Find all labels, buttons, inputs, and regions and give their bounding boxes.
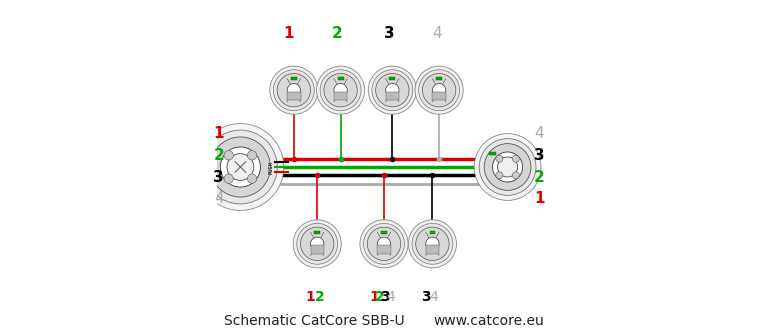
Text: 4: 4 <box>386 290 396 304</box>
Circle shape <box>474 134 541 200</box>
Circle shape <box>273 70 314 111</box>
Text: 4: 4 <box>214 191 223 206</box>
Circle shape <box>415 66 463 114</box>
Bar <box>429 231 435 234</box>
Circle shape <box>224 151 233 160</box>
Circle shape <box>363 223 405 264</box>
Text: www.catcore.eu: www.catcore.eu <box>434 314 545 328</box>
Text: 1: 1 <box>214 126 224 141</box>
Text: 3: 3 <box>214 170 224 184</box>
Circle shape <box>496 155 503 162</box>
Circle shape <box>484 144 531 190</box>
Circle shape <box>293 220 341 268</box>
Circle shape <box>498 157 518 177</box>
Circle shape <box>496 172 503 179</box>
Circle shape <box>210 137 270 197</box>
Circle shape <box>296 223 338 264</box>
Bar <box>287 92 300 100</box>
Text: 3: 3 <box>534 148 545 163</box>
Circle shape <box>224 174 233 183</box>
Bar <box>314 231 320 234</box>
Circle shape <box>334 84 347 97</box>
Bar <box>310 245 324 254</box>
Text: 2: 2 <box>315 290 325 304</box>
Circle shape <box>320 70 361 111</box>
Circle shape <box>287 84 300 97</box>
Text: 3: 3 <box>421 290 431 304</box>
Circle shape <box>376 73 409 107</box>
Bar <box>377 245 391 254</box>
Circle shape <box>197 124 284 210</box>
Bar <box>432 92 445 100</box>
Text: 4: 4 <box>535 126 544 141</box>
Circle shape <box>377 237 391 250</box>
Text: 2: 2 <box>534 170 545 184</box>
Circle shape <box>422 73 456 107</box>
Bar <box>291 77 296 80</box>
Circle shape <box>247 174 257 183</box>
Text: 1: 1 <box>369 290 379 304</box>
Circle shape <box>247 151 257 160</box>
Circle shape <box>360 220 408 268</box>
Bar <box>338 77 343 80</box>
Circle shape <box>316 66 365 114</box>
Text: 4: 4 <box>429 290 438 304</box>
Bar <box>436 77 442 80</box>
Circle shape <box>512 155 519 162</box>
Text: 4: 4 <box>432 26 442 41</box>
Circle shape <box>512 172 519 179</box>
Bar <box>425 245 439 254</box>
Bar <box>381 231 387 234</box>
Bar <box>334 92 347 100</box>
Circle shape <box>415 227 449 261</box>
Bar <box>386 92 399 100</box>
Bar <box>389 77 396 80</box>
Text: PUSH: PUSH <box>269 161 274 173</box>
Circle shape <box>425 237 439 250</box>
Circle shape <box>300 227 334 261</box>
Text: 3: 3 <box>380 290 390 304</box>
Circle shape <box>419 70 459 111</box>
Circle shape <box>204 130 277 204</box>
Text: 1: 1 <box>283 26 294 41</box>
Text: Schematic CatCore SBB-U: Schematic CatCore SBB-U <box>223 314 404 328</box>
Text: 1: 1 <box>534 191 545 206</box>
Circle shape <box>324 73 357 107</box>
Text: 2: 2 <box>214 148 224 163</box>
Circle shape <box>220 147 260 187</box>
Circle shape <box>270 66 318 114</box>
Circle shape <box>412 223 453 264</box>
Circle shape <box>369 66 416 114</box>
Circle shape <box>479 139 536 195</box>
Bar <box>489 152 496 155</box>
Circle shape <box>227 154 253 180</box>
Text: 1: 1 <box>305 290 315 304</box>
Circle shape <box>492 152 522 182</box>
Circle shape <box>310 237 324 250</box>
Circle shape <box>386 84 399 97</box>
Circle shape <box>367 227 401 261</box>
Circle shape <box>277 73 310 107</box>
Text: 2: 2 <box>332 26 343 41</box>
Circle shape <box>409 220 456 268</box>
Text: 2: 2 <box>375 290 385 304</box>
Text: 3: 3 <box>384 26 394 41</box>
Circle shape <box>432 84 445 97</box>
Circle shape <box>372 70 412 111</box>
